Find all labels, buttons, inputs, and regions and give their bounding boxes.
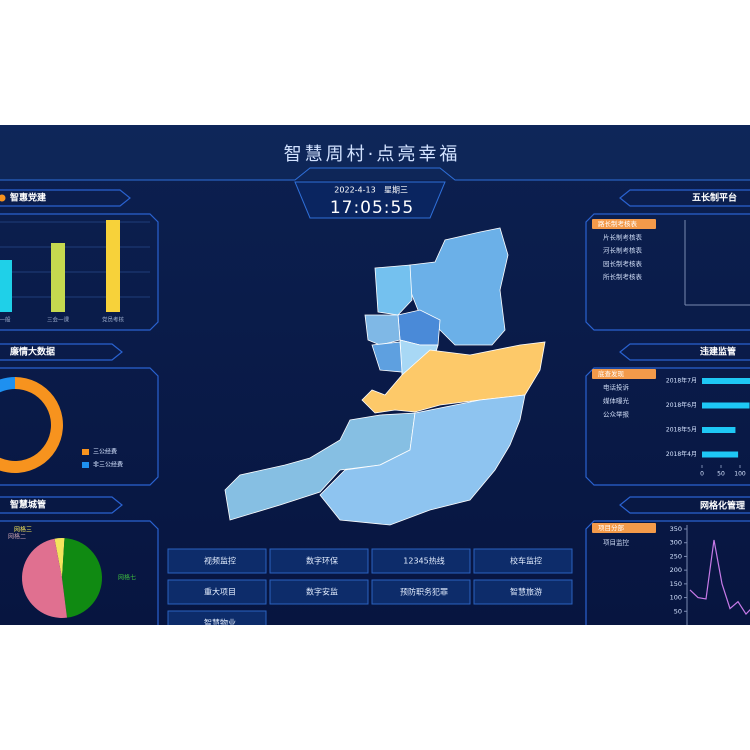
bar <box>702 451 739 458</box>
nav-button[interactable] <box>167 610 267 635</box>
y-tick-label: 2018年7月 <box>666 377 697 385</box>
button-label[interactable]: 数字环保 <box>306 556 338 566</box>
legend-swatch <box>82 449 89 455</box>
legend-label: 非三公经费 <box>93 461 123 469</box>
nav-button[interactable] <box>371 579 471 605</box>
page-title: 智慧周村·点亮幸福 <box>284 144 461 165</box>
slice <box>21 538 68 618</box>
tab-active-label: 项目分部 <box>598 523 625 532</box>
button-label[interactable]: 数字安监 <box>306 587 338 597</box>
map <box>224 227 546 526</box>
legend-label: 三公经费 <box>93 448 117 456</box>
y-tick-label: 2018年5月 <box>666 426 697 434</box>
y-tick-label: 150 <box>670 580 682 588</box>
tab-active <box>592 219 656 229</box>
slice <box>62 538 103 618</box>
bar <box>106 220 120 312</box>
tab: 片长制考核表 <box>603 232 643 241</box>
tab: 所长制考核表 <box>603 272 643 281</box>
button-label[interactable]: 预防职务犯罪 <box>400 587 448 597</box>
x-tick-label: 100 <box>734 471 746 478</box>
tab: 电话投诉 <box>603 383 630 392</box>
date: 2022-4-13 <box>334 186 375 195</box>
y-tick-label: 100 <box>670 594 682 602</box>
nav-button[interactable] <box>473 579 573 605</box>
dashboard: 智慧周村·点亮幸福 2022-4-13 星期三 17:05:55 五长制平台路长… <box>0 125 750 635</box>
panel-frames <box>0 189 750 625</box>
tab: 园长制考核表 <box>603 259 643 268</box>
icon <box>0 194 6 202</box>
button-label[interactable]: 校车监控 <box>510 556 542 566</box>
weekday: 星期三 <box>384 186 408 195</box>
x-tick-label: 0 <box>700 471 704 478</box>
button-label[interactable]: 智慧旅游 <box>510 587 542 597</box>
bar <box>702 427 736 433</box>
bar <box>51 243 65 312</box>
nav-button[interactable] <box>167 579 267 605</box>
header-frame <box>0 167 750 181</box>
y-tick-label: 2018年4月 <box>666 450 697 458</box>
panel-title: 智慧城管 <box>10 499 46 511</box>
slice <box>54 538 65 578</box>
y-tick-label: 2018年6月 <box>666 401 697 409</box>
tab-active-label: 底查发现 <box>598 369 625 378</box>
button-label[interactable]: 重大项目 <box>204 587 236 597</box>
panel-title: 违建监管 <box>700 346 736 358</box>
tab: 媒体曝光 <box>603 396 630 405</box>
panel-title: 智惠党建 <box>10 192 47 204</box>
tab-active-label: 路长制考核表 <box>598 219 638 228</box>
panel-title: 网格化管理 <box>700 500 745 512</box>
bar <box>702 402 750 409</box>
legend-swatch <box>82 462 89 468</box>
slice <box>0 377 63 473</box>
y-tick-label: 200 <box>670 566 682 574</box>
slice-label: 网格七 <box>118 574 136 582</box>
y-tick-label: 300 <box>670 539 682 547</box>
tab-active <box>592 369 656 379</box>
panel-title: 廉情大数据 <box>10 346 55 358</box>
y-tick-label: 50 <box>674 607 682 615</box>
slice-label: 网格三 <box>14 526 32 534</box>
x-tick-label: 三会一课 <box>47 316 70 324</box>
bar <box>0 260 12 312</box>
slice-label: 网格二 <box>8 533 26 541</box>
nav-button[interactable] <box>371 548 471 574</box>
bar <box>702 378 750 384</box>
y-tick-label: 250 <box>670 552 682 560</box>
nav-button[interactable] <box>269 548 369 574</box>
tab: 公众举报 <box>603 410 630 419</box>
line <box>689 539 750 615</box>
slice <box>0 377 15 393</box>
button-label[interactable]: 12345热线 <box>403 556 444 566</box>
button-label[interactable]: 智慧物业 <box>204 618 236 628</box>
button-label[interactable]: 视频监控 <box>204 556 236 566</box>
y-tick-label: 350 <box>670 525 682 533</box>
x-tick-label: 一般 <box>0 316 11 324</box>
x-tick-label: 党员考核 <box>102 316 125 324</box>
time: 17:05:55 <box>330 198 414 218</box>
nav-button[interactable] <box>473 548 573 574</box>
nav-button[interactable] <box>167 548 267 574</box>
x-tick-label: 50 <box>717 471 725 478</box>
header-band <box>0 125 750 180</box>
nav-button[interactable] <box>269 579 369 605</box>
tab-active <box>592 523 656 533</box>
panel-title: 五长制平台 <box>692 192 737 204</box>
clock-box <box>294 181 446 219</box>
tab: 河长制考核表 <box>603 246 643 255</box>
tab: 项目监控 <box>603 538 630 547</box>
